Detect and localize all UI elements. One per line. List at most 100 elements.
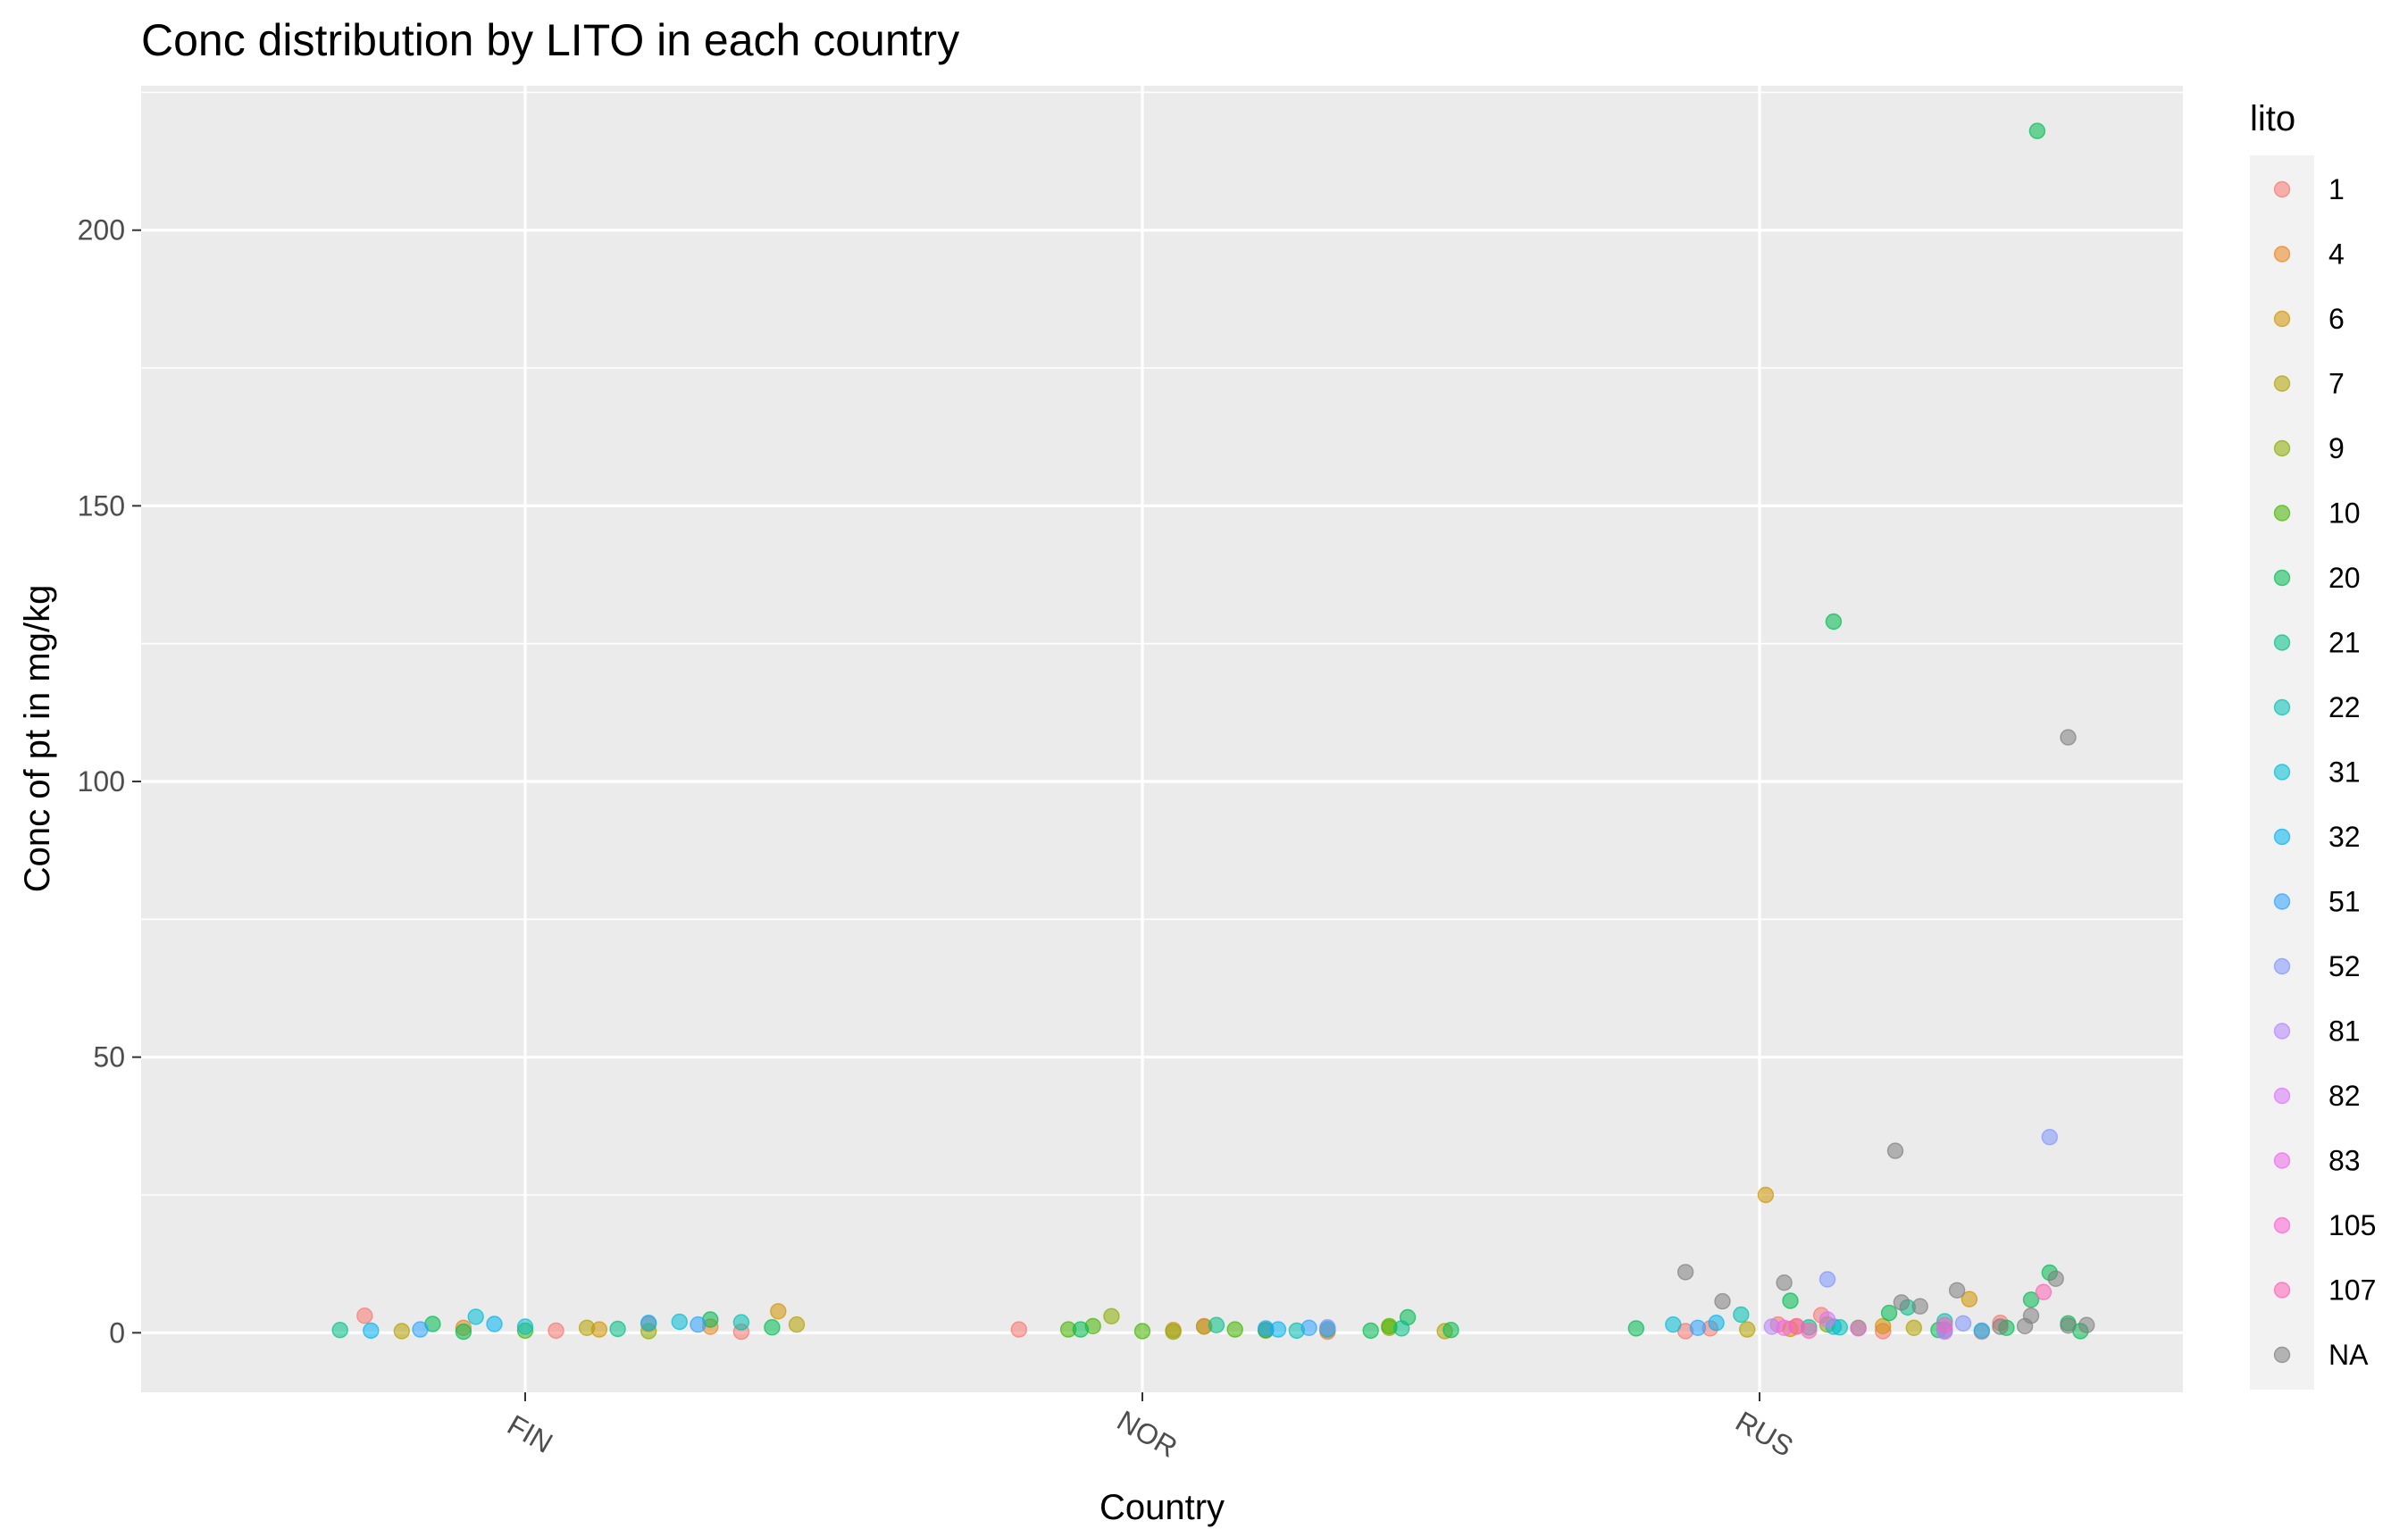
data-point — [1627, 1320, 1645, 1337]
data-point — [2060, 729, 2077, 746]
data-point — [356, 1307, 373, 1324]
data-point — [1905, 1319, 1923, 1337]
legend-label: 4 — [2329, 238, 2345, 271]
x-axis: FIN NOR RUS — [502, 1392, 1799, 1464]
legend-key — [2273, 505, 2291, 522]
legend-label: 1 — [2329, 173, 2345, 205]
y-tick-label: 0 — [109, 1316, 125, 1349]
grid-major — [141, 86, 2183, 1392]
data-point — [1665, 1316, 1682, 1333]
data-point — [467, 1308, 484, 1325]
legend-key — [2273, 1152, 2291, 1169]
data-point — [1801, 1322, 1818, 1340]
data-point — [412, 1321, 429, 1338]
data-point — [1733, 1306, 1750, 1324]
data-point — [1103, 1307, 1120, 1325]
legend-key — [2273, 828, 2291, 846]
legend-label: 52 — [2329, 950, 2361, 982]
data-point — [1300, 1319, 1317, 1337]
plot-panel — [141, 86, 2183, 1392]
data-point — [363, 1322, 380, 1340]
data-point — [732, 1314, 750, 1331]
data-point — [1819, 1311, 1836, 1328]
data-point — [788, 1316, 806, 1333]
data-point — [1257, 1320, 1275, 1337]
data-point — [1362, 1322, 1379, 1340]
y-tick-label: 150 — [78, 489, 125, 522]
data-point — [2022, 1307, 2040, 1324]
legend-label: 82 — [2329, 1080, 2361, 1112]
legend-label: NA — [2329, 1339, 2369, 1371]
data-point — [1825, 613, 1843, 631]
y-tick-label: 100 — [78, 765, 125, 798]
legend-key — [2273, 1216, 2291, 1234]
legend-label: 9 — [2329, 432, 2345, 464]
data-point — [2047, 1270, 2064, 1288]
legend-key — [2273, 569, 2291, 587]
legend-label: 21 — [2329, 627, 2361, 659]
data-points — [331, 122, 2095, 1341]
grid-minor — [141, 91, 2183, 1196]
data-point — [1936, 1316, 1953, 1333]
legend-key — [2273, 698, 2291, 716]
data-point — [1819, 1271, 1836, 1288]
data-point — [1776, 1274, 1793, 1291]
data-point — [1850, 1320, 1867, 1337]
legend-key — [2273, 375, 2291, 392]
legend-label: 107 — [2329, 1274, 2376, 1307]
data-point — [548, 1322, 564, 1340]
x-tick-label: FIN — [502, 1408, 558, 1459]
data-point — [1714, 1292, 1731, 1310]
data-point — [764, 1318, 781, 1336]
data-point — [1392, 1320, 1410, 1337]
legend-label: 105 — [2329, 1209, 2376, 1241]
legend-key — [2273, 634, 2291, 651]
data-point — [690, 1316, 707, 1333]
data-point — [1880, 1304, 1898, 1322]
legend-label: 31 — [2329, 756, 2361, 789]
y-tick-label: 50 — [93, 1041, 125, 1073]
data-point — [640, 1314, 657, 1332]
data-point — [1319, 1318, 1336, 1336]
legend-label: 7 — [2329, 368, 2345, 400]
data-point — [2041, 1128, 2059, 1146]
data-point — [1948, 1282, 1966, 1299]
legend-key — [2273, 1023, 2291, 1040]
data-point — [1874, 1317, 1892, 1335]
data-point — [2035, 1283, 2053, 1300]
data-point — [1911, 1298, 1928, 1315]
data-point — [1442, 1321, 1459, 1339]
data-point — [671, 1313, 688, 1331]
data-point — [1708, 1314, 1725, 1332]
x-axis-title: Country — [1099, 1488, 1225, 1527]
data-point — [1208, 1316, 1225, 1333]
data-point — [1954, 1315, 1972, 1332]
data-point — [1961, 1291, 1978, 1307]
legend-label: 83 — [2329, 1145, 2361, 1177]
legend-key — [2273, 957, 2291, 975]
data-point — [1757, 1186, 1775, 1204]
data-point — [455, 1323, 472, 1341]
legend-label: 6 — [2329, 303, 2345, 335]
data-point — [578, 1319, 596, 1337]
data-point — [1992, 1318, 2009, 1335]
y-axis-title: Conc of pt in mg/kg — [18, 585, 57, 893]
x-tick-label: NOR — [1112, 1404, 1183, 1464]
data-point — [1973, 1322, 1991, 1340]
data-point — [1133, 1323, 1151, 1340]
legend-key — [2273, 1087, 2291, 1105]
data-point — [486, 1316, 503, 1332]
data-point — [393, 1323, 410, 1340]
data-point — [1226, 1321, 1243, 1338]
legend-label: 81 — [2329, 1015, 2361, 1048]
legend-key — [2273, 439, 2291, 457]
legend: lito 1 4 6 7 9 10 20 21 22 31 32 51 52 81 82 83 105 107 NA — [2250, 99, 2376, 1390]
data-point — [1165, 1323, 1182, 1341]
legend-key — [2273, 310, 2291, 328]
legend-label: 51 — [2329, 886, 2361, 918]
data-point — [516, 1318, 534, 1335]
legend-key — [2273, 1346, 2291, 1364]
data-point — [2022, 1291, 2040, 1308]
legend-key — [2273, 893, 2291, 910]
data-point — [1886, 1142, 1904, 1159]
